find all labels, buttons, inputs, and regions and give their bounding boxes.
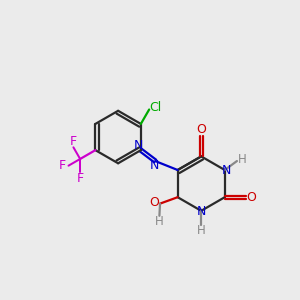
Text: H: H [155, 215, 164, 228]
Text: N: N [134, 139, 143, 152]
Text: O: O [149, 196, 159, 209]
Text: N: N [196, 205, 206, 218]
Text: F: F [76, 172, 84, 185]
Text: N: N [221, 164, 231, 176]
Text: F: F [58, 159, 66, 172]
Text: O: O [246, 191, 256, 204]
Text: N: N [149, 159, 159, 172]
Text: H: H [238, 153, 246, 166]
Text: F: F [70, 135, 77, 148]
Text: Cl: Cl [149, 101, 162, 114]
Text: H: H [197, 224, 206, 238]
Text: O: O [196, 123, 206, 136]
